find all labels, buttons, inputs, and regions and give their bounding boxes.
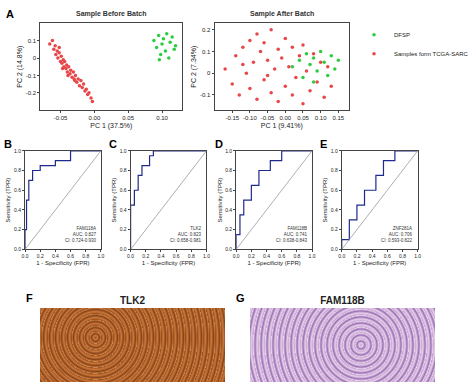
svg-text:0.0: 0.0 bbox=[331, 246, 338, 252]
svg-text:-0.05: -0.05 bbox=[261, 115, 275, 121]
svg-text:0.4: 0.4 bbox=[369, 253, 376, 259]
svg-text:0.8: 0.8 bbox=[188, 253, 195, 259]
svg-text:0.2: 0.2 bbox=[202, 27, 211, 33]
svg-text:-0.10: -0.10 bbox=[243, 115, 257, 121]
svg-text:-0.1: -0.1 bbox=[26, 73, 37, 79]
svg-text:1 - Specificity (FPR): 1 - Specificity (FPR) bbox=[36, 260, 89, 266]
svg-text:0.0: 0.0 bbox=[127, 253, 134, 259]
svg-text:Sensitivity (TPR): Sensitivity (TPR) bbox=[217, 178, 223, 223]
svg-text:1.0: 1.0 bbox=[309, 253, 316, 259]
svg-text:0.6: 0.6 bbox=[14, 187, 21, 193]
svg-text:1.0: 1.0 bbox=[97, 253, 104, 259]
svg-text:0.2: 0.2 bbox=[120, 226, 127, 232]
svg-text:0.15: 0.15 bbox=[333, 115, 345, 121]
html-text:TLK2: TLK2 bbox=[120, 295, 145, 306]
svg-text:0.4: 0.4 bbox=[120, 207, 127, 213]
svg-text:0.6: 0.6 bbox=[67, 253, 74, 259]
svg-text:0.6: 0.6 bbox=[173, 253, 180, 259]
svg-text:0: 0 bbox=[207, 70, 211, 76]
svg-text:0.2: 0.2 bbox=[225, 226, 232, 232]
svg-text:-0.1: -0.1 bbox=[200, 92, 211, 98]
svg-text:1 - Specificity (FPR): 1 - Specificity (FPR) bbox=[247, 260, 300, 266]
svg-text:TLK2AUC: 0.823CI: 0.658-0.981: TLK2AUC: 0.823CI: 0.658-0.981 bbox=[170, 226, 202, 243]
svg-text:D: D bbox=[215, 138, 223, 150]
svg-text:FAM118BAUC: 0.741CI: 0.638-0.8: FAM118BAUC: 0.741CI: 0.638-0.843 bbox=[276, 226, 308, 243]
svg-text:0.4: 0.4 bbox=[14, 207, 21, 213]
svg-text:0.0: 0.0 bbox=[225, 246, 232, 252]
svg-text:0.2: 0.2 bbox=[331, 226, 338, 232]
svg-text:PC 1 (37.5%): PC 1 (37.5%) bbox=[90, 122, 132, 130]
html-text:F: F bbox=[26, 292, 33, 304]
svg-text:-0.15: -0.15 bbox=[225, 115, 239, 121]
svg-text:0.2: 0.2 bbox=[142, 253, 149, 259]
svg-text:0.1: 0.1 bbox=[202, 49, 211, 55]
svg-text:0.2: 0.2 bbox=[248, 253, 255, 259]
svg-text:0.6: 0.6 bbox=[331, 187, 338, 193]
svg-text:0.6: 0.6 bbox=[225, 187, 232, 193]
svg-text:PC 2 (14.8%): PC 2 (14.8%) bbox=[16, 46, 24, 88]
svg-text:E: E bbox=[320, 138, 327, 150]
svg-text:1.0: 1.0 bbox=[331, 148, 338, 154]
svg-text:1.0: 1.0 bbox=[14, 148, 21, 154]
svg-text:0: 0 bbox=[33, 55, 37, 61]
svg-text:0.2: 0.2 bbox=[37, 253, 44, 259]
svg-text:0.00: 0.00 bbox=[89, 115, 101, 121]
svg-text:0.4: 0.4 bbox=[331, 207, 338, 213]
svg-text:0.6: 0.6 bbox=[384, 253, 391, 259]
svg-text:0.0: 0.0 bbox=[338, 253, 345, 259]
svg-text:0.0: 0.0 bbox=[120, 246, 127, 252]
svg-text:1.0: 1.0 bbox=[225, 148, 232, 154]
svg-text:0.00: 0.00 bbox=[279, 115, 291, 121]
svg-text:DFSP: DFSP bbox=[394, 32, 410, 38]
html-text:G: G bbox=[236, 292, 245, 304]
svg-text:0.2: 0.2 bbox=[353, 253, 360, 259]
svg-text:0.8: 0.8 bbox=[399, 253, 406, 259]
svg-text:0.8: 0.8 bbox=[120, 167, 127, 173]
svg-text:0.0: 0.0 bbox=[14, 246, 21, 252]
svg-text:1 - Specificity (FPR): 1 - Specificity (FPR) bbox=[142, 260, 195, 266]
svg-text:0.1: 0.1 bbox=[28, 38, 37, 44]
svg-text:0.4: 0.4 bbox=[225, 207, 232, 213]
svg-text:Sensitivity (TPR): Sensitivity (TPR) bbox=[322, 178, 328, 223]
svg-text:FAM118AAUC: 0.827CI: 0.724-0.9: FAM118AAUC: 0.827CI: 0.724-0.930 bbox=[65, 226, 97, 243]
svg-text:1 - Specificity (FPR): 1 - Specificity (FPR) bbox=[353, 260, 406, 266]
svg-text:0.4: 0.4 bbox=[52, 253, 59, 259]
svg-text:Sensitivity (TPR): Sensitivity (TPR) bbox=[111, 178, 117, 223]
svg-text:0.8: 0.8 bbox=[82, 253, 89, 259]
svg-text:1.0: 1.0 bbox=[414, 253, 421, 259]
svg-text:0.0: 0.0 bbox=[233, 253, 240, 259]
svg-text:0.2: 0.2 bbox=[14, 226, 21, 232]
svg-text:PC 2 (7.34%): PC 2 (7.34%) bbox=[190, 46, 198, 88]
svg-text:0.0: 0.0 bbox=[22, 253, 29, 259]
svg-text:ZNF281AAUC: 0.706CI: 0.593-0.8: ZNF281AAUC: 0.706CI: 0.593-0.822 bbox=[381, 226, 413, 243]
svg-text:C: C bbox=[109, 138, 117, 150]
svg-text:0.10: 0.10 bbox=[315, 115, 327, 121]
svg-text:0.8: 0.8 bbox=[14, 167, 21, 173]
svg-text:0.05: 0.05 bbox=[122, 115, 134, 121]
svg-text:0.05: 0.05 bbox=[297, 115, 309, 121]
svg-text:Sample After Batch: Sample After Batch bbox=[250, 10, 314, 18]
svg-text:Sensitivity (TPR): Sensitivity (TPR) bbox=[5, 178, 11, 223]
html-text:FAM118B: FAM118B bbox=[320, 295, 365, 306]
svg-text:0.8: 0.8 bbox=[225, 167, 232, 173]
svg-text:Samples form TCGA-SARC: Samples form TCGA-SARC bbox=[394, 51, 469, 57]
svg-text:-0.05: -0.05 bbox=[54, 115, 68, 121]
svg-text:1.0: 1.0 bbox=[203, 253, 210, 259]
svg-text:-0.2: -0.2 bbox=[26, 90, 37, 96]
svg-text:1.0: 1.0 bbox=[120, 148, 127, 154]
svg-text:0.4: 0.4 bbox=[157, 253, 164, 259]
svg-text:0.4: 0.4 bbox=[263, 253, 270, 259]
svg-text:0.8: 0.8 bbox=[293, 253, 300, 259]
svg-text:0.6: 0.6 bbox=[278, 253, 285, 259]
svg-text:Sample Before Batch: Sample Before Batch bbox=[76, 10, 146, 18]
svg-text:A: A bbox=[6, 8, 14, 20]
svg-text:PC 1 (9.41%): PC 1 (9.41%) bbox=[261, 122, 303, 130]
svg-text:B: B bbox=[4, 138, 12, 150]
svg-text:0.8: 0.8 bbox=[331, 167, 338, 173]
svg-text:0.10: 0.10 bbox=[156, 115, 168, 121]
svg-text:0.6: 0.6 bbox=[120, 187, 127, 193]
